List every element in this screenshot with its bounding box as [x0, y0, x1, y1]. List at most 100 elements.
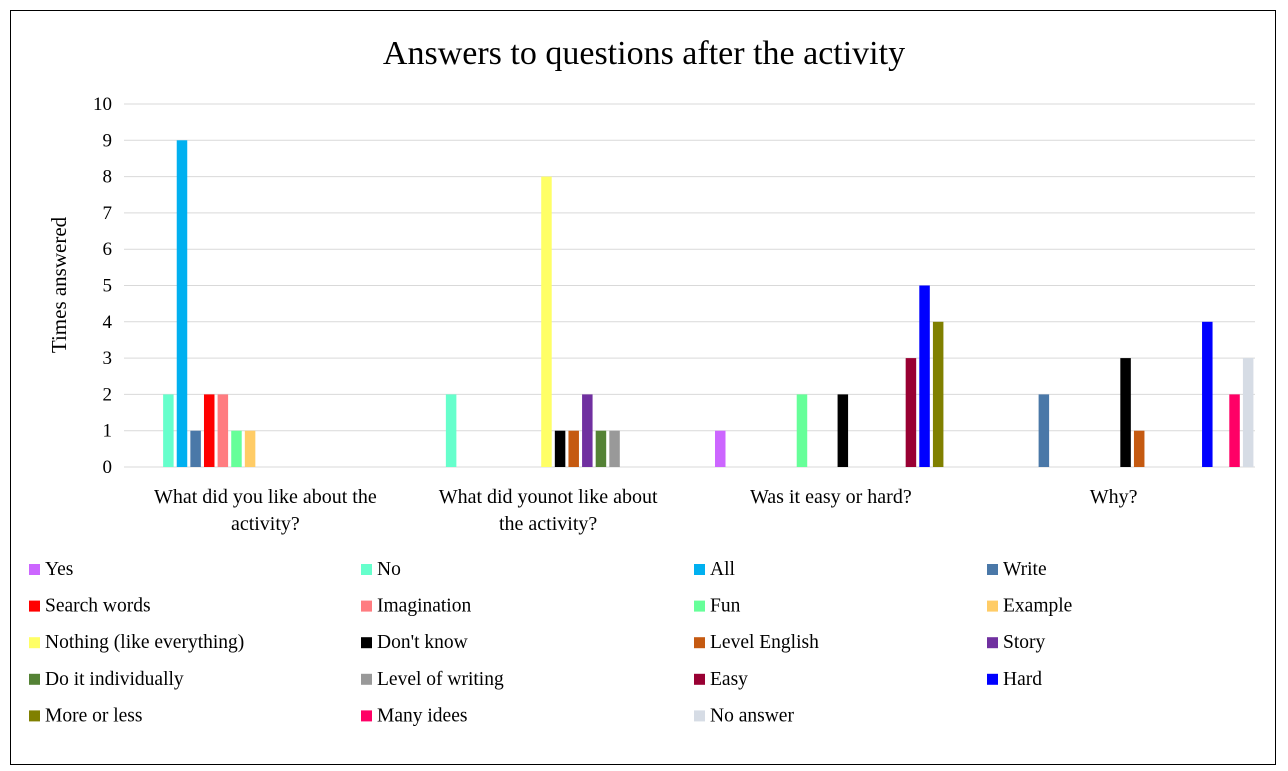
legend-swatch: [361, 673, 372, 685]
legend-swatch: [694, 673, 705, 685]
legend-label: No answer: [710, 705, 794, 726]
bar: [554, 430, 566, 467]
legend-label: Easy: [710, 669, 748, 690]
bar: [568, 430, 579, 467]
y-tick-label: 5: [103, 276, 113, 297]
bar: [837, 394, 849, 467]
legend-swatch: [29, 564, 40, 575]
bar: [905, 358, 917, 467]
legend-item: Imagination: [361, 596, 471, 617]
x-axis-categories: What did you like about the activity? What…: [154, 486, 1138, 535]
legend-item: Easy: [694, 669, 748, 690]
bar: [796, 394, 808, 467]
x-category-label: What did younot like about the activity?: [439, 486, 658, 535]
legend-item: Search words: [29, 596, 151, 617]
y-axis-label: Times answered: [47, 216, 71, 353]
legend-swatch: [29, 637, 40, 649]
bar: [244, 430, 256, 467]
legend-label: Level English: [710, 632, 819, 653]
legend-item: Yes: [29, 559, 73, 580]
legend-item: No: [361, 559, 401, 580]
bar: [445, 394, 457, 467]
x-category-label: Why?: [1090, 486, 1138, 508]
bar: [1229, 394, 1240, 467]
bar: [1202, 321, 1213, 467]
legend-item: Example: [987, 596, 1072, 617]
legend-swatch: [29, 600, 40, 612]
legend-label: Yes: [45, 559, 73, 580]
y-tick-label: 10: [93, 94, 112, 115]
legend-swatch: [694, 710, 705, 722]
bar: [231, 430, 242, 467]
legend-item: Story: [987, 632, 1046, 653]
legend-swatch: [987, 564, 998, 575]
legend-item: All: [694, 559, 736, 580]
bar: [1242, 358, 1254, 467]
bars: [163, 140, 1254, 468]
bar: [1038, 394, 1050, 467]
bar: [609, 430, 620, 467]
y-tick-label: 1: [103, 421, 113, 442]
legend-swatch: [694, 637, 705, 649]
y-tick-label: 6: [103, 239, 113, 260]
legend-item: Level of writing: [361, 669, 504, 690]
legend-swatch: [987, 673, 998, 685]
bar-chart: Answers to questions after the activity …: [29, 35, 1255, 726]
legend-label: Fun: [710, 596, 741, 617]
legend-item: More or less: [29, 705, 142, 726]
chart-title: Answers to questions after the activity: [383, 35, 905, 72]
legend-item: Hard: [987, 669, 1042, 690]
legend-label: Story: [1003, 632, 1046, 653]
legend: Yes No All Write Search words Imagination Fun E…: [29, 559, 1072, 726]
legend-label: More or less: [45, 705, 142, 726]
y-tick-label: 9: [103, 130, 113, 151]
legend-swatch: [987, 600, 998, 612]
legend-swatch: [361, 600, 372, 612]
legend-swatch: [361, 637, 372, 649]
x-category-label: Was it easy or hard?: [750, 486, 912, 508]
legend-label: Do it individually: [45, 669, 184, 690]
legend-label: No: [377, 559, 401, 580]
legend-item: Write: [987, 559, 1047, 580]
legend-label: Imagination: [377, 596, 471, 617]
bar: [919, 285, 930, 467]
y-tick-label: 2: [103, 384, 113, 405]
legend-item: Do it individually: [29, 669, 184, 690]
legend-label: Nothing (like everything): [45, 632, 244, 653]
legend-swatch: [29, 710, 40, 722]
bar: [595, 430, 607, 467]
legend-swatch: [694, 564, 705, 575]
y-tick-label: 0: [103, 457, 113, 478]
bar: [176, 140, 188, 468]
y-tick-label: 8: [103, 167, 113, 188]
legend-label: Write: [1003, 559, 1047, 580]
y-tick-label: 3: [103, 348, 113, 369]
gridlines: [124, 103, 1255, 468]
legend-swatch: [987, 637, 998, 649]
bar: [1120, 358, 1131, 467]
bar: [203, 394, 215, 467]
legend-label: Example: [1003, 596, 1072, 617]
legend-item: Many idees: [361, 705, 467, 726]
legend-swatch: [29, 673, 40, 685]
legend-label: Many idees: [377, 705, 467, 726]
y-tick-label: 7: [103, 203, 113, 224]
bar: [715, 430, 726, 467]
legend-item: Nothing (like everything): [29, 632, 244, 653]
legend-label: Search words: [45, 596, 151, 617]
x-category-label: What did you like about the activity?: [154, 486, 377, 535]
legend-label: Level of writing: [377, 669, 504, 690]
legend-item: Fun: [694, 596, 741, 617]
legend-label: All: [710, 559, 736, 580]
y-tick-label: 4: [103, 312, 113, 333]
bar: [217, 394, 229, 467]
legend-swatch: [694, 600, 705, 612]
bar: [190, 430, 201, 467]
bar: [582, 394, 593, 467]
bar: [932, 321, 944, 467]
legend-item: Level English: [694, 632, 819, 653]
chart-frame: Answers to questions after the activity …: [10, 10, 1276, 765]
legend-item: No answer: [694, 705, 794, 726]
legend-swatch: [361, 564, 372, 575]
bar: [1133, 430, 1145, 467]
